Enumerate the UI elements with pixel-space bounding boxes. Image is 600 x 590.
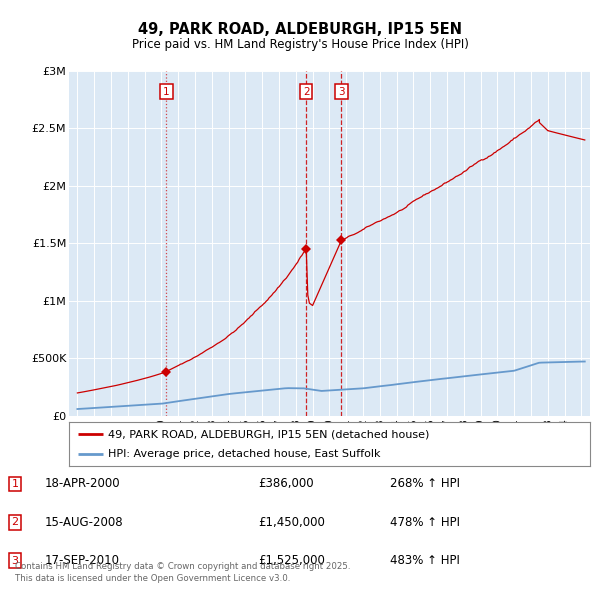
Text: 1: 1 [163, 87, 170, 97]
Text: 3: 3 [11, 556, 19, 566]
Text: 15-AUG-2008: 15-AUG-2008 [45, 516, 124, 529]
Text: Contains HM Land Registry data © Crown copyright and database right 2025.
This d: Contains HM Land Registry data © Crown c… [15, 562, 350, 583]
Text: 483% ↑ HPI: 483% ↑ HPI [390, 554, 460, 567]
Text: 1: 1 [11, 479, 19, 489]
Text: 2: 2 [11, 517, 19, 527]
Text: 17-SEP-2010: 17-SEP-2010 [45, 554, 120, 567]
Text: Price paid vs. HM Land Registry's House Price Index (HPI): Price paid vs. HM Land Registry's House … [131, 38, 469, 51]
Text: 478% ↑ HPI: 478% ↑ HPI [390, 516, 460, 529]
Text: £1,450,000: £1,450,000 [258, 516, 325, 529]
Text: 18-APR-2000: 18-APR-2000 [45, 477, 121, 490]
Text: 3: 3 [338, 87, 344, 97]
Text: HPI: Average price, detached house, East Suffolk: HPI: Average price, detached house, East… [108, 449, 380, 458]
Text: £386,000: £386,000 [258, 477, 314, 490]
Text: 2: 2 [303, 87, 310, 97]
Text: 268% ↑ HPI: 268% ↑ HPI [390, 477, 460, 490]
Text: £1,525,000: £1,525,000 [258, 554, 325, 567]
Text: 49, PARK ROAD, ALDEBURGH, IP15 5EN (detached house): 49, PARK ROAD, ALDEBURGH, IP15 5EN (deta… [108, 430, 430, 439]
Text: 49, PARK ROAD, ALDEBURGH, IP15 5EN: 49, PARK ROAD, ALDEBURGH, IP15 5EN [138, 22, 462, 37]
